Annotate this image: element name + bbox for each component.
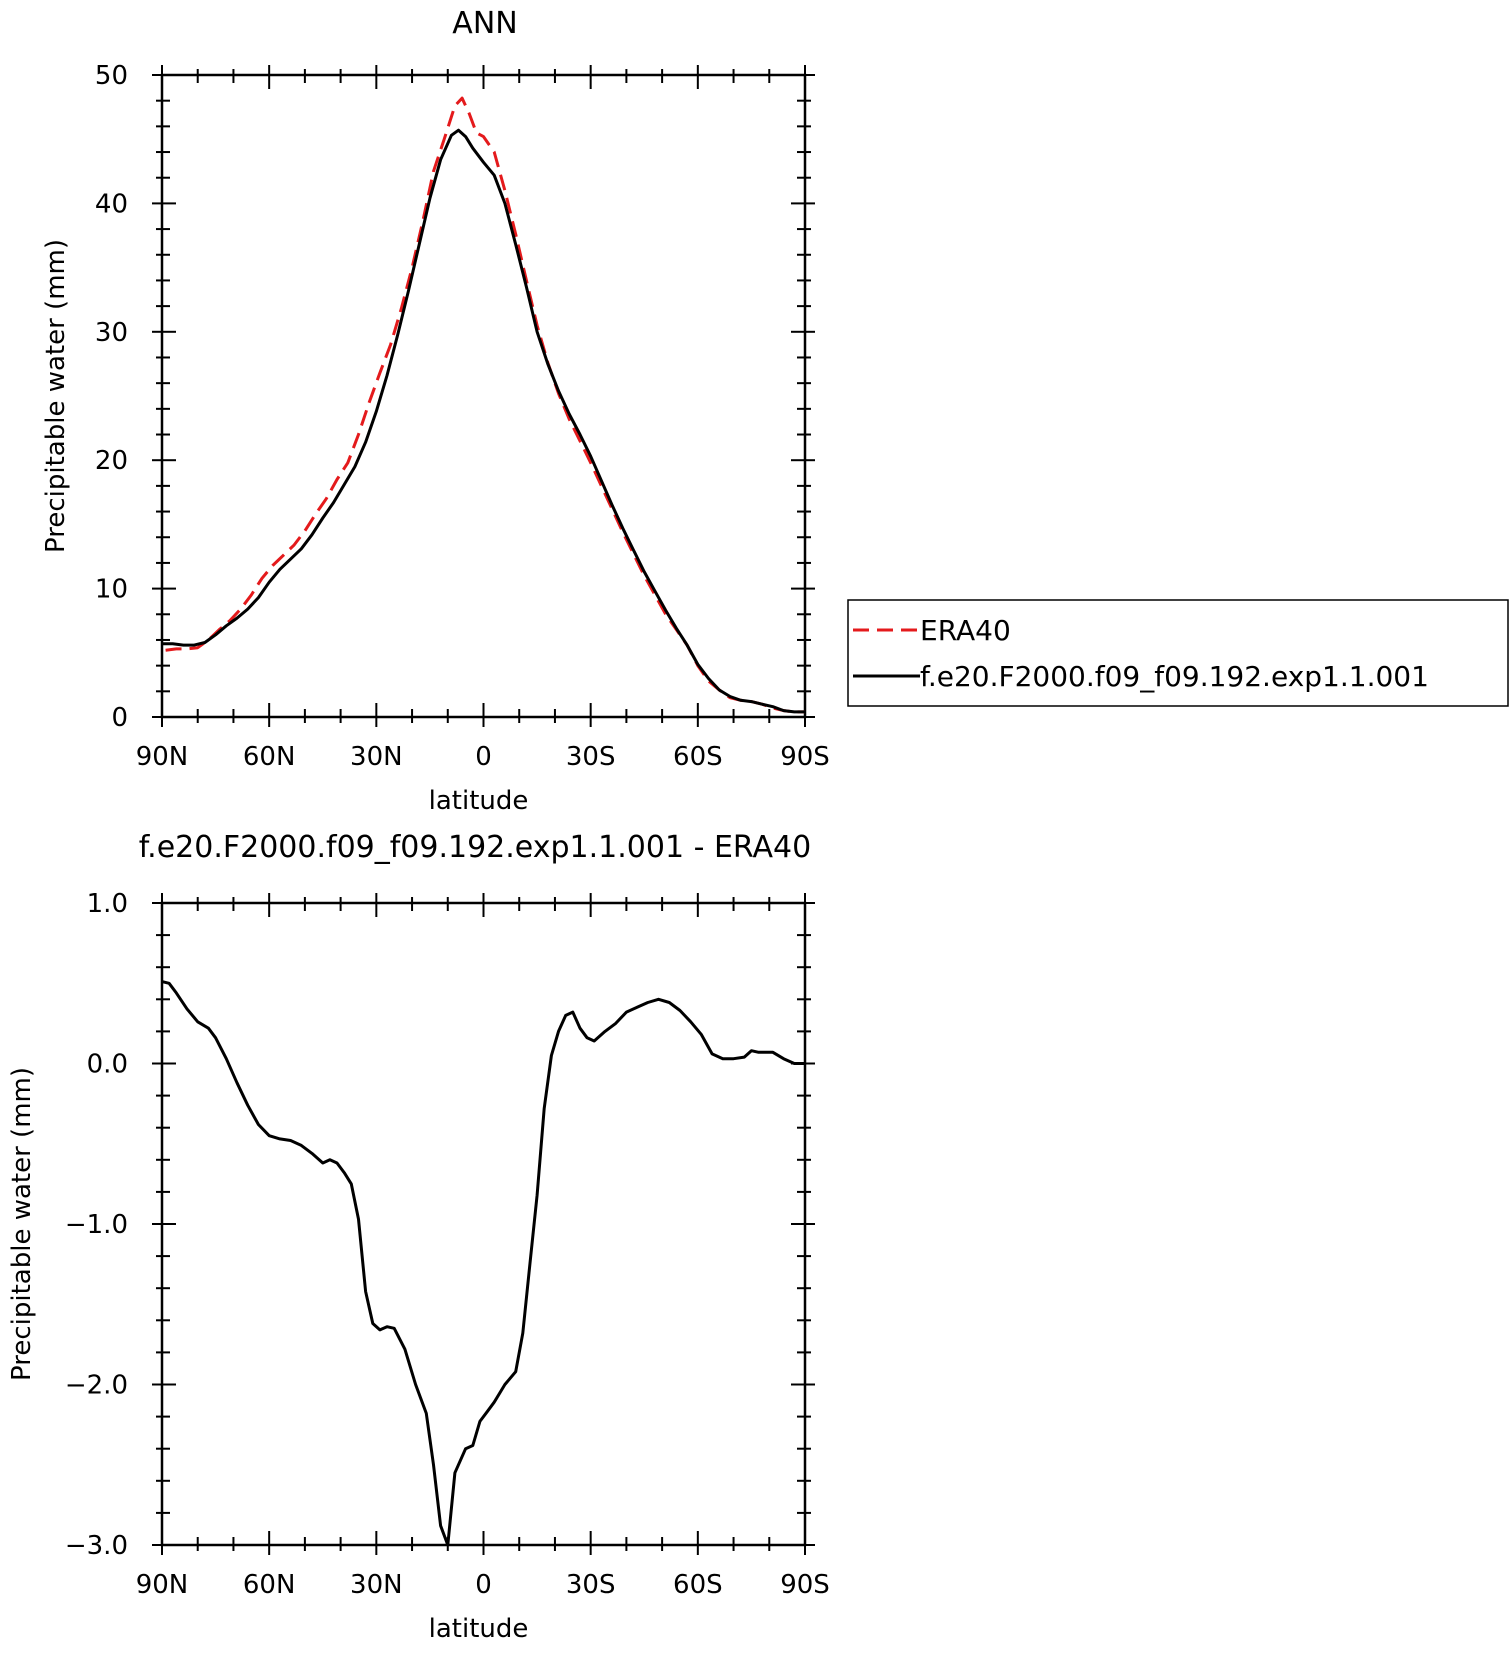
y-tick-label: 20 (95, 446, 128, 476)
x-tick-label: 90N (136, 1570, 189, 1600)
legend (847, 599, 1509, 707)
legend-label: f.e20.F2000.f09_f09.192.exp1.1.001 (920, 660, 1429, 693)
x-tick-label: 60N (243, 1570, 296, 1600)
y-tick-label: −1.0 (65, 1210, 128, 1240)
x-tick-label: 0 (475, 742, 492, 772)
series-line-era40 (165, 96, 805, 714)
x-tick-label: 90N (136, 742, 189, 772)
x-tick-label: 60S (673, 1570, 723, 1600)
x-axis-label: latitude (429, 786, 529, 816)
y-tick-label: 10 (95, 575, 128, 605)
chart-panel-top (152, 65, 815, 727)
y-tick-label: 1.0 (87, 889, 128, 919)
y-tick-label: 50 (95, 61, 128, 91)
legend-box (847, 599, 1509, 707)
y-axis-label: Precipitable water (mm) (7, 1067, 37, 1381)
x-tick-label: 30S (566, 1570, 616, 1600)
plot-frame (160, 901, 807, 1547)
legend-label: ERA40 (920, 614, 1011, 647)
x-tick-label: 60S (673, 742, 723, 772)
y-tick-label: 0 (111, 703, 128, 733)
x-tick-label: 0 (475, 1570, 492, 1600)
x-axis-label: latitude (429, 1614, 529, 1644)
x-tick-label: 30N (350, 742, 403, 772)
series-line-difference (161, 980, 805, 1547)
y-tick-label: 0.0 (87, 1050, 128, 1080)
y-tick-label: −2.0 (65, 1371, 128, 1401)
y-tick-label: 40 (95, 189, 128, 219)
x-tick-label: 90S (780, 1570, 830, 1600)
chart-title: ANN (452, 6, 517, 41)
y-tick-label: 30 (95, 318, 128, 348)
y-axis-label: Precipitable water (mm) (41, 239, 71, 553)
chart-panel-bottom (152, 893, 815, 1555)
x-tick-label: 90S (780, 742, 830, 772)
x-tick-label: 30S (566, 742, 616, 772)
x-tick-label: 30N (350, 1570, 403, 1600)
plot-frame (160, 73, 807, 719)
y-tick-label: −3.0 (65, 1531, 128, 1561)
x-tick-label: 60N (243, 742, 296, 772)
chart-title: f.e20.F2000.f09_f09.192.exp1.1.001 - ERA… (139, 830, 811, 865)
series-line-f-e20-f2000-f09-f09-192-exp1-1-001 (162, 128, 805, 714)
